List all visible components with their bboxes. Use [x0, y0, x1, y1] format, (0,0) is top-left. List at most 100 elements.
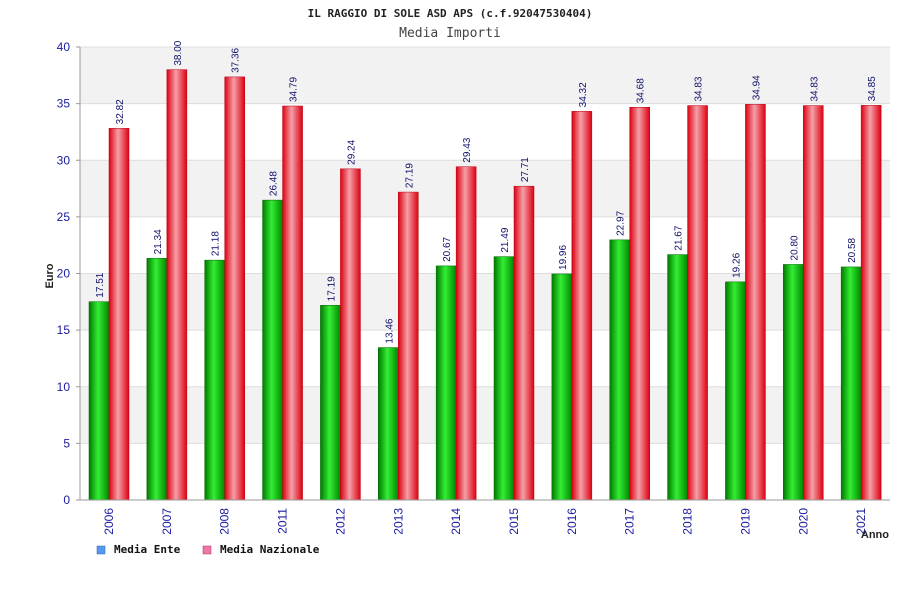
x-tick-label: 2006	[102, 508, 116, 535]
y-tick-label: 0	[63, 493, 70, 507]
x-tick-label: 2012	[333, 508, 347, 535]
grid-band	[80, 103, 890, 161]
y-tick-label: 5	[63, 436, 70, 450]
bar-value-label: 27.71	[520, 157, 531, 182]
bar-media-ente	[320, 305, 341, 501]
bar-media-ente	[493, 256, 515, 501]
bar-media-ente	[435, 265, 457, 501]
x-axis-label: Anno	[861, 529, 889, 541]
bar-value-label: 20.67	[442, 236, 453, 261]
bar-media-ente	[725, 281, 746, 501]
bar-value-label: 34.68	[636, 78, 647, 103]
bar-media-nazionale	[860, 105, 882, 501]
x-tick-label: 2020	[796, 508, 810, 535]
y-axis-label: Euro	[44, 263, 56, 288]
bar-value-label: 38.00	[173, 40, 184, 65]
bar-media-nazionale	[745, 104, 766, 501]
legend-swatch-series-2	[202, 545, 212, 555]
y-tick-label: 40	[57, 40, 71, 54]
x-tick-label: 2017	[623, 508, 637, 535]
bar-value-label: 19.26	[731, 252, 742, 277]
bar-media-ente	[262, 199, 283, 501]
x-tick-label: 2007	[160, 508, 174, 535]
bar-media-nazionale	[687, 105, 708, 501]
x-tick-label: 2018	[681, 508, 695, 535]
legend-label-series-1: Media Ente	[114, 543, 181, 556]
x-tick-label: 2015	[507, 508, 521, 535]
bar-media-nazionale	[340, 168, 361, 501]
x-axis-ticks: 2006 2007 2008 2011 2012 2013 2014 2015 2016 2017…	[102, 508, 868, 535]
legend-label-series-2: Media Nazionale	[220, 543, 320, 556]
bar-media-ente	[204, 259, 225, 501]
bar-value-label: 37.36	[231, 47, 242, 72]
y-tick-label: 25	[57, 210, 71, 224]
bar-media-ente	[378, 347, 399, 501]
x-tick-label: 2013	[391, 508, 405, 535]
bar-value-label: 34.32	[578, 82, 589, 107]
x-tick-label: 2011	[276, 508, 290, 534]
chart-title: IL RAGGIO DI SOLE ASD APS (c.f.920475304…	[308, 7, 593, 20]
bar-media-ente	[146, 258, 168, 501]
bar-value-label: 21.18	[211, 231, 222, 256]
grid-band	[80, 443, 890, 500]
grid-band	[80, 160, 890, 217]
bar-media-ente	[783, 264, 804, 501]
grid-band	[80, 330, 890, 387]
y-tick-label: 15	[57, 323, 71, 337]
bar-value-label: 34.83	[694, 76, 705, 101]
bar-media-nazionale	[166, 69, 188, 501]
x-tick-label: 2019	[738, 508, 752, 535]
bar-value-label: 21.49	[500, 227, 511, 252]
bar-media-nazionale	[803, 105, 824, 501]
x-tick-label: 2016	[565, 508, 579, 535]
y-tick-label: 10	[57, 380, 71, 394]
bar-value-label: 34.94	[751, 75, 762, 100]
bar-value-label: 26.48	[269, 171, 280, 196]
bar-value-label: 29.43	[462, 137, 473, 162]
grid-band	[80, 273, 890, 331]
bar-media-nazionale	[224, 76, 245, 501]
x-tick-label: 2008	[218, 508, 232, 535]
bar-media-ente	[609, 239, 630, 501]
y-tick-label: 35	[57, 97, 71, 111]
bar-value-label: 17.51	[95, 272, 106, 297]
grid-band	[80, 216, 890, 274]
bar-value-label: 13.46	[384, 318, 395, 343]
bar-media-nazionale	[455, 166, 477, 501]
bar-media-nazionale	[513, 185, 535, 501]
bar-value-label: 22.97	[616, 210, 627, 235]
bar-media-ente	[551, 273, 573, 501]
grid-band	[80, 47, 890, 104]
bar-value-label: 17.19	[326, 276, 337, 301]
bar-value-label: 27.19	[404, 163, 415, 188]
bar-value-label: 34.85	[867, 76, 878, 101]
y-tick-label: 20	[57, 267, 71, 281]
bar-media-ente	[840, 266, 862, 501]
bar-media-nazionale	[108, 128, 130, 501]
bar-value-label: 34.79	[289, 77, 300, 102]
bar-media-nazionale	[571, 111, 593, 501]
chart-subtitle: Media Importi	[399, 26, 501, 41]
bar-value-label: 20.80	[789, 235, 800, 260]
bar-value-label: 21.34	[153, 229, 164, 254]
bar-value-label: 32.82	[115, 99, 126, 124]
legend: Media Ente Media Nazionale	[96, 543, 320, 556]
bar-value-label: 29.24	[346, 139, 357, 164]
legend-swatch-series-1	[96, 545, 106, 555]
bars-group: 17.51 32.82 21.34 38.00 21.18 37.36 26.48 34.79…	[88, 40, 882, 501]
x-tick-label: 2014	[449, 508, 463, 535]
bar-value-label: 19.96	[558, 244, 569, 269]
y-axis-ticks: 0 5 10 15 20 25 30 35 40	[57, 40, 80, 507]
bar-value-label: 20.58	[847, 237, 858, 262]
x-tick-label: 2021	[854, 508, 868, 535]
bar-media-nazionale	[282, 105, 303, 501]
bar-media-nazionale	[629, 106, 650, 501]
bar-media-ente	[667, 254, 688, 501]
bar-media-ente	[88, 301, 110, 501]
bar-value-label: 34.83	[809, 76, 820, 101]
y-tick-label: 30	[57, 153, 71, 167]
grid-band	[80, 386, 890, 444]
bar-value-label: 21.67	[674, 225, 685, 250]
bar-media-nazionale	[398, 191, 419, 501]
